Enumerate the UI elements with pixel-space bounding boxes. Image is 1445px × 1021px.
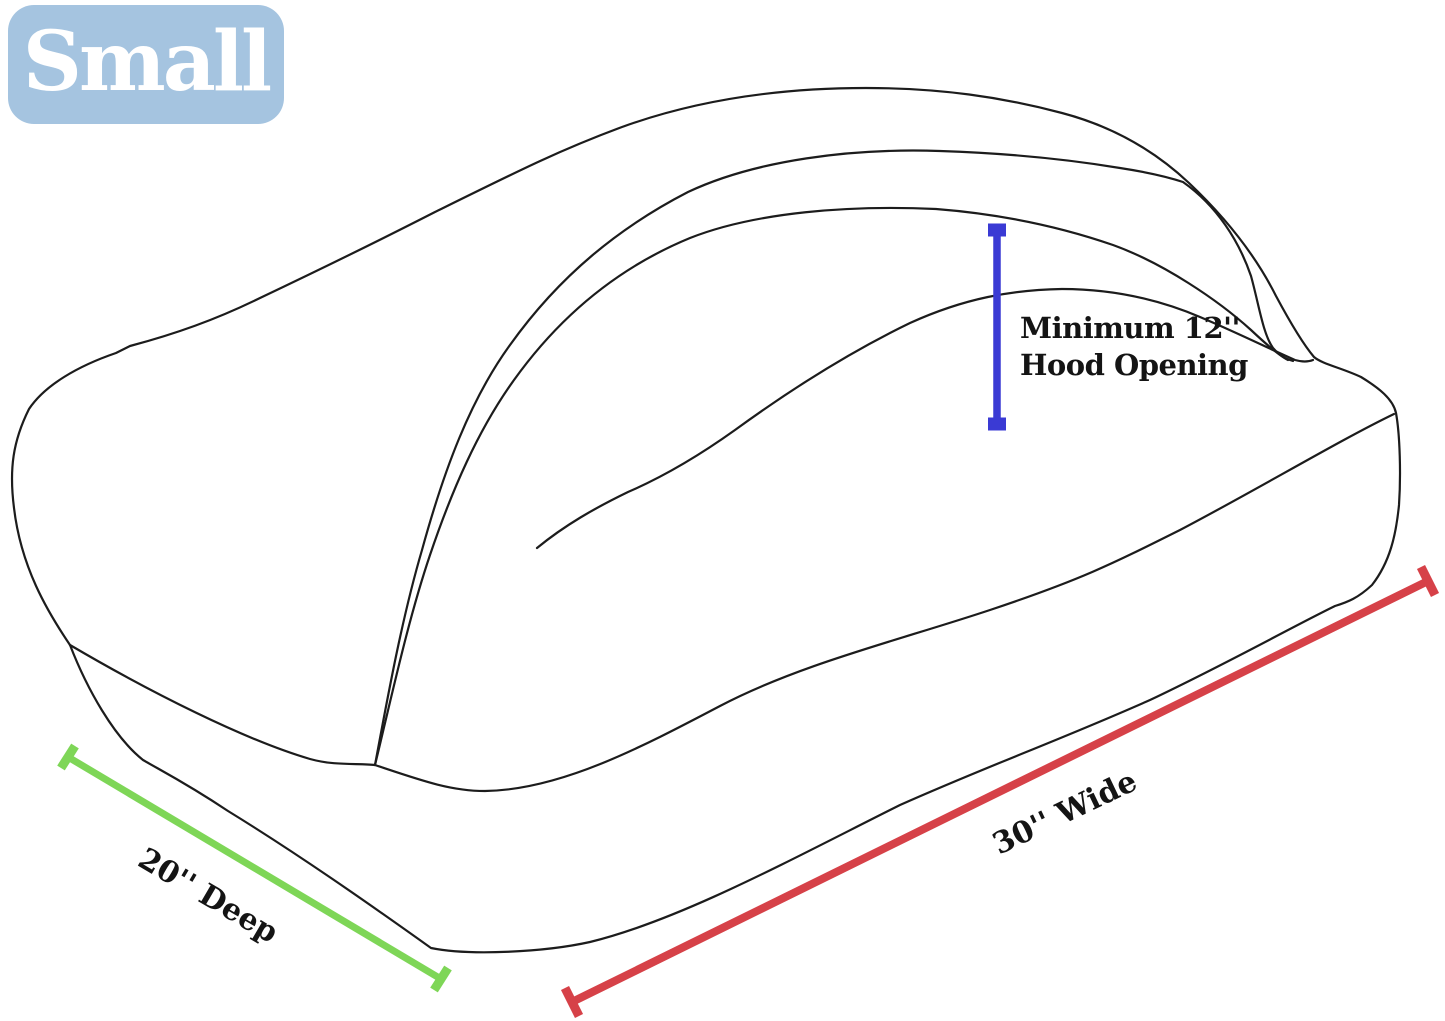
size-badge: Small bbox=[8, 5, 284, 124]
depth-dimension-cap-left bbox=[57, 743, 79, 771]
width-dimension-cap-left bbox=[560, 985, 584, 1019]
width-dimension-cap-right bbox=[1416, 564, 1440, 598]
hood-rim-inner bbox=[373, 206, 1290, 767]
base-top-seam bbox=[68, 412, 1396, 793]
width-dimension-line bbox=[560, 564, 1440, 1019]
bed-outline bbox=[10, 86, 1402, 954]
depth-dimension-line bbox=[57, 743, 452, 993]
hood-opening-label: Minimum 12'' Hood Opening bbox=[1020, 310, 1248, 384]
hood-rim-outer bbox=[373, 149, 1295, 767]
hood-opening-label-line2: Hood Opening bbox=[1020, 348, 1248, 382]
depth-dimension-shaft bbox=[66, 753, 443, 983]
inner-cushion-curve bbox=[535, 287, 1315, 550]
bed-outline-group bbox=[10, 86, 1402, 954]
depth-dimension-cap-right bbox=[430, 965, 452, 993]
hood-opening-dimension-line bbox=[988, 223, 1006, 431]
hood-opening-label-line1: Minimum 12'' bbox=[1020, 311, 1240, 345]
width-dimension-shaft bbox=[570, 577, 1430, 1006]
